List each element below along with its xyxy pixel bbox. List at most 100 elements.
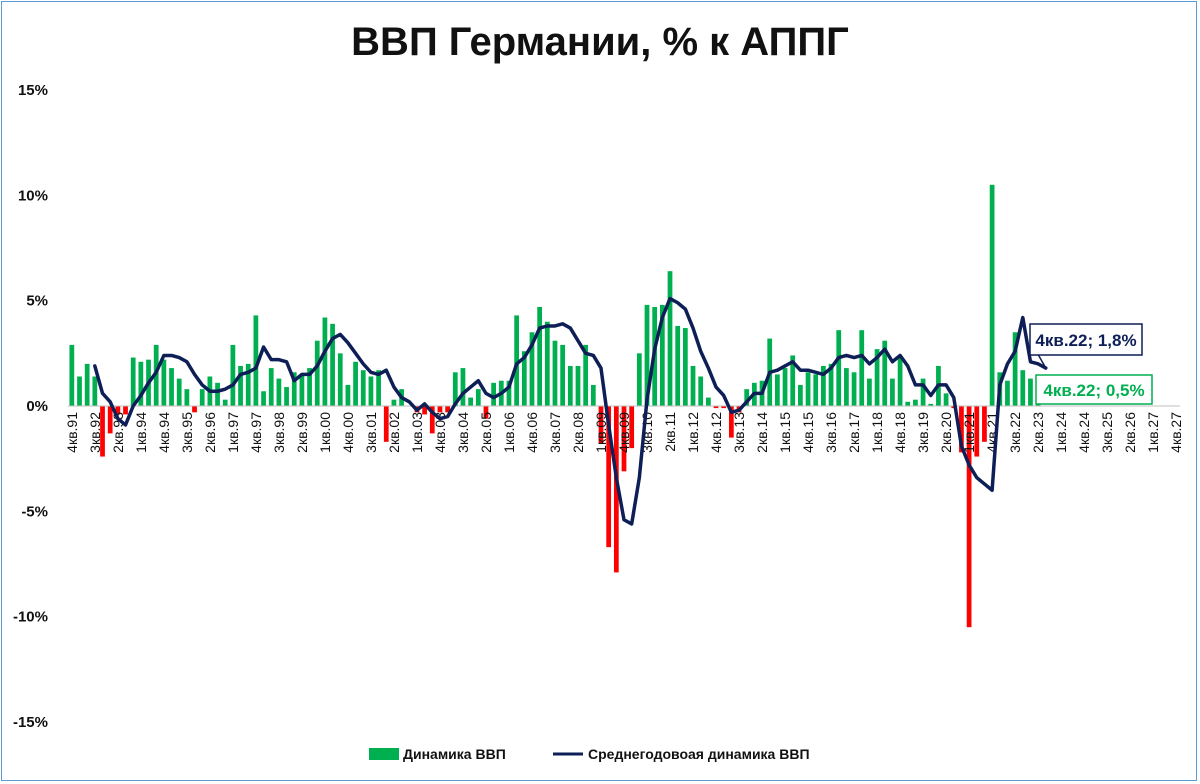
bar [69, 344, 75, 406]
legend-bar-swatch [369, 748, 399, 760]
x-tick-label: 3кв.04 [455, 412, 471, 453]
bar [913, 399, 918, 406]
bar [322, 317, 328, 406]
bar [982, 406, 987, 442]
x-tick-label: 4кв.91 [64, 412, 80, 453]
x-tick-label: 4кв.03 [432, 412, 448, 453]
x-tick-label: 4кв.09 [616, 412, 632, 453]
bar [844, 368, 849, 406]
bar [138, 361, 144, 406]
x-tick-label: 2кв.11 [662, 412, 678, 452]
bar [222, 399, 228, 406]
bar [115, 406, 121, 415]
bar [521, 351, 527, 406]
x-tick-label: 3кв.07 [547, 412, 563, 453]
bar [291, 372, 297, 406]
bar [644, 304, 650, 406]
bar [452, 372, 458, 406]
bar [744, 389, 750, 406]
bar [368, 376, 374, 406]
y-tick-label: 15% [18, 82, 48, 99]
bar [330, 323, 335, 406]
bar [1005, 380, 1010, 406]
bar [828, 363, 834, 406]
x-tick-label: 1кв.21 [961, 412, 977, 453]
bar [629, 406, 635, 449]
x-tick-label: 1кв.06 [501, 412, 517, 453]
bar [506, 380, 512, 406]
bar [314, 340, 320, 406]
bar [859, 330, 865, 406]
bar [598, 406, 604, 444]
bar [192, 406, 197, 413]
bar [621, 406, 627, 472]
bar [391, 399, 397, 406]
bar [345, 384, 351, 406]
x-tick-label: 3кв.13 [731, 412, 747, 453]
x-tick-label: 1кв.03 [409, 412, 425, 453]
x-tick-label: 2кв.02 [386, 412, 402, 453]
x-tick-label: 1кв.00 [317, 412, 333, 453]
bar [775, 374, 780, 406]
bar [897, 357, 903, 406]
bar [491, 382, 497, 406]
bar [721, 406, 727, 409]
bar [874, 349, 880, 406]
bar [813, 374, 819, 406]
x-tick-label: 1кв.15 [777, 412, 793, 453]
bar [383, 406, 389, 442]
bar [682, 328, 688, 406]
x-tick-label: 1кв.18 [869, 412, 885, 453]
bar [153, 344, 159, 406]
bar [575, 365, 581, 406]
bar [705, 397, 711, 406]
x-tick-label: 2кв.26 [1122, 412, 1138, 453]
bar [728, 406, 734, 438]
bar [284, 387, 289, 406]
bar [928, 403, 934, 406]
bar [468, 397, 473, 406]
bar [798, 384, 803, 406]
x-tick-label: 3кв.92 [87, 412, 103, 453]
bar [537, 306, 543, 406]
x-tick-label: 1кв.94 [133, 412, 149, 453]
bar [560, 344, 566, 406]
bar [805, 372, 811, 406]
bar [429, 406, 435, 434]
bar [606, 406, 612, 548]
bar [583, 344, 589, 406]
x-tick-label: 3кв.98 [271, 412, 287, 453]
bar [253, 315, 259, 406]
bar [161, 359, 167, 406]
x-tick-label: 3кв.25 [1099, 412, 1115, 453]
x-tick-label: 4кв.97 [248, 412, 264, 453]
bar [989, 184, 995, 406]
legend-line-label: Среднегодовоая динамика ВВП [588, 746, 810, 762]
bar [782, 368, 788, 406]
bar [514, 315, 520, 406]
bar [261, 391, 266, 406]
bar [675, 325, 681, 406]
x-tick-label: 4кв.18 [892, 412, 908, 453]
y-tick-label: -10% [13, 609, 48, 626]
x-tick-label: 2кв.14 [754, 412, 770, 453]
bar [966, 406, 972, 628]
bar [475, 389, 481, 406]
bar [299, 374, 305, 406]
bar [77, 376, 82, 406]
chart-title: ВВП Германии, % к АППГ [351, 20, 849, 64]
bar [920, 378, 926, 406]
bar [169, 368, 174, 406]
y-tick-label: 5% [26, 293, 48, 310]
bar [713, 406, 719, 409]
x-tick-label: 1кв.09 [593, 412, 609, 453]
x-tick-label: 4кв.15 [800, 412, 816, 453]
bar [613, 406, 619, 573]
x-tick-label: 1кв.27 [1145, 412, 1161, 453]
x-tick-label: 3кв.22 [1007, 412, 1023, 453]
y-axis-ticks: -15% -10% -5% 0% 5% 10% 15% [13, 82, 48, 731]
bar [276, 378, 282, 406]
bar [84, 363, 90, 406]
legend-bar-label: Динамика ВВП [403, 746, 506, 762]
